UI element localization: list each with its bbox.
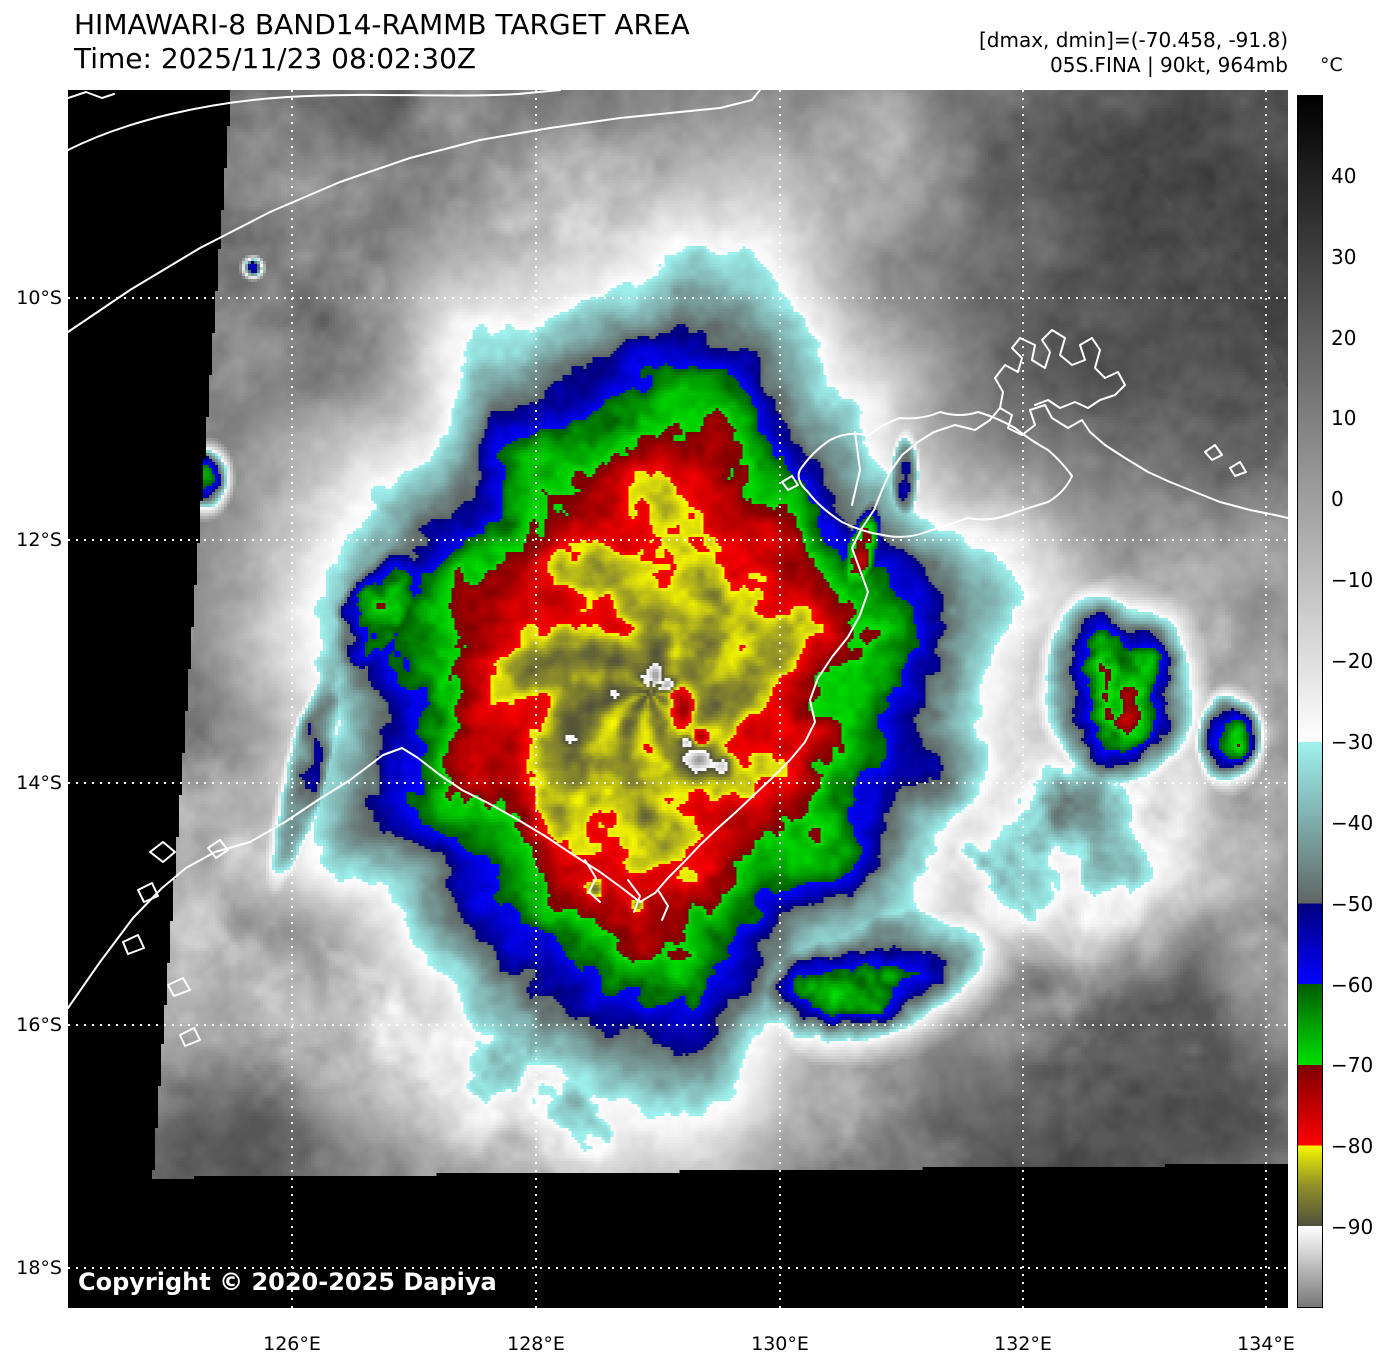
apsley-strait bbox=[851, 431, 861, 506]
lat-label-14°S: 14°S bbox=[16, 772, 62, 794]
lat-label-16°S: 16°S bbox=[16, 1014, 62, 1036]
kimberley-islet-2 bbox=[137, 882, 159, 903]
colorbar-tick-30: 30 bbox=[1331, 244, 1357, 269]
satellite-ir-image bbox=[68, 90, 1288, 1308]
timestamp-line: Time: 2025/11/23 08:02:30Z bbox=[74, 42, 477, 75]
colorbar-tick-20: 20 bbox=[1331, 325, 1357, 350]
map-overlay bbox=[68, 90, 1288, 1308]
copyright-watermark: Copyright © 2020-2025 Dapiya bbox=[78, 1268, 497, 1296]
colorbar-tick--40: −40 bbox=[1331, 810, 1374, 835]
colorbar-tick-10: 10 bbox=[1331, 406, 1357, 431]
temperature-colorbar bbox=[1297, 95, 1323, 1308]
kimberley-islet-6 bbox=[207, 839, 229, 859]
eastern-islet-1 bbox=[1204, 444, 1223, 461]
kimberley-islet-3 bbox=[122, 934, 145, 955]
lon-label-126°E: 126°E bbox=[263, 1333, 321, 1355]
cobourg-peninsula-coast bbox=[994, 329, 1126, 409]
estuary-branch-2 bbox=[627, 879, 641, 913]
kimberley-islet-4 bbox=[167, 977, 191, 997]
western-islet bbox=[781, 475, 799, 491]
kimberley-islet-1 bbox=[149, 841, 176, 863]
satellite-map-panel: Copyright © 2020-2025 Dapiya bbox=[68, 90, 1288, 1308]
timor-north-coast bbox=[68, 90, 561, 151]
dmax-dmin-readout: [dmax, dmin]=(-70.458, -91.8) bbox=[978, 28, 1288, 52]
timor-south-coast bbox=[68, 90, 761, 333]
australia-mainland-coast bbox=[68, 404, 1288, 1009]
lat-label-10°S: 10°S bbox=[16, 287, 62, 309]
colorbar-unit-label: °C bbox=[1320, 54, 1343, 76]
colorbar-tick--50: −50 bbox=[1331, 891, 1374, 916]
coastline-overlay bbox=[68, 90, 1288, 1047]
lon-label-128°E: 128°E bbox=[507, 1333, 565, 1355]
colorbar-tick--10: −10 bbox=[1331, 568, 1374, 593]
colorbar-tick--90: −90 bbox=[1331, 1215, 1374, 1240]
page-title: HIMAWARI-8 BAND14-RAMMB TARGET AREA bbox=[74, 8, 690, 41]
colorbar-tick-40: 40 bbox=[1331, 163, 1357, 188]
latlon-gridlines bbox=[68, 90, 1288, 1308]
lon-label-132°E: 132°E bbox=[994, 1333, 1052, 1355]
colorbar-tick--20: −20 bbox=[1331, 649, 1374, 674]
lon-label-130°E: 130°E bbox=[751, 1333, 809, 1355]
corner-islet bbox=[68, 91, 115, 99]
lat-label-12°S: 12°S bbox=[16, 529, 62, 551]
storm-id-intensity: 05S.FINA | 90kt, 964mb bbox=[1050, 53, 1288, 77]
colorbar-tick--30: −30 bbox=[1331, 729, 1374, 754]
colorbar-tick-0: 0 bbox=[1331, 487, 1344, 512]
kimberley-islet-5 bbox=[179, 1027, 201, 1047]
estuary-branch-3 bbox=[657, 889, 669, 921]
estuary-branch-1 bbox=[584, 859, 601, 903]
eastern-islet-2 bbox=[1229, 461, 1247, 477]
lon-label-134°E: 134°E bbox=[1237, 1333, 1295, 1355]
colorbar-tick--70: −70 bbox=[1331, 1053, 1374, 1078]
colorbar-tick--60: −60 bbox=[1331, 972, 1374, 997]
lat-label-18°S: 18°S bbox=[16, 1257, 62, 1279]
colorbar-tick--80: −80 bbox=[1331, 1134, 1374, 1159]
melville-island-coast bbox=[797, 411, 1073, 538]
